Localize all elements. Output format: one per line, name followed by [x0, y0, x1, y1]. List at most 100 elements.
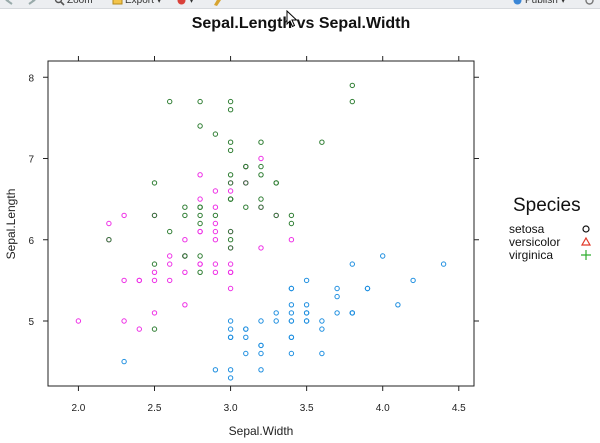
export-button[interactable]: Export ▾	[112, 0, 162, 7]
legend-label-versicolor: versicolor	[509, 235, 560, 249]
data-point-versicolor	[212, 188, 219, 194]
legend: Species setosa versicolor virginica	[509, 195, 592, 262]
data-point-setosa	[288, 302, 295, 308]
data-point-virginica	[243, 180, 249, 186]
data-point-virginica	[167, 228, 173, 235]
data-point-versicolor	[75, 318, 82, 324]
y-tick-label: 6	[28, 236, 34, 247]
data-point-setosa	[319, 326, 325, 332]
zoom-button[interactable]: Zoom	[54, 0, 93, 7]
data-point-virginica	[227, 139, 234, 145]
data-point-versicolor	[212, 269, 219, 275]
data-point-virginica	[258, 163, 264, 170]
data-point-virginica	[197, 123, 203, 129]
data-point-setosa	[349, 310, 355, 316]
data-point-versicolor	[106, 220, 112, 227]
data-point-setosa	[227, 367, 234, 373]
data-point-setosa	[319, 318, 325, 324]
data-point-versicolor	[197, 172, 203, 178]
y-tick-label: 7	[28, 155, 34, 166]
data-point-versicolor	[167, 261, 173, 267]
data-point-versicolor	[212, 237, 219, 243]
data-point-setosa	[364, 285, 371, 292]
remove-plot-icon[interactable]: ▾	[176, 0, 194, 7]
data-point-versicolor	[182, 302, 188, 308]
data-point-setosa	[288, 318, 295, 324]
data-point-virginica	[227, 245, 234, 251]
data-point-versicolor	[212, 228, 219, 235]
data-point-versicolor	[258, 155, 264, 162]
data-point-virginica	[197, 269, 203, 275]
data-point-versicolor	[136, 277, 143, 284]
data-point-setosa	[380, 253, 386, 259]
data-point-setosa	[334, 293, 340, 300]
data-point-virginica	[151, 261, 158, 267]
data-point-virginica	[227, 147, 234, 154]
publish-label: Publish	[525, 0, 558, 7]
x-axis: 2.0 2.5 3.0 3.5 4.0 4.5	[71, 56, 466, 414]
data-point-versicolor	[182, 269, 188, 275]
legend-circle-icon	[582, 225, 590, 233]
legend-plus-icon	[581, 250, 591, 260]
data-point-versicolor	[212, 220, 219, 227]
y-tick-label: 5	[28, 317, 34, 328]
data-point-versicolor	[288, 237, 295, 243]
publish-button[interactable]: Publish ▾	[512, 0, 566, 7]
x-tick-label: 3.0	[224, 403, 238, 414]
data-point-virginica	[151, 180, 158, 186]
data-point-virginica	[197, 253, 203, 259]
data-point-setosa	[243, 350, 249, 357]
data-point-versicolor	[227, 188, 234, 194]
export-icon	[112, 0, 123, 5]
data-point-setosa	[303, 310, 310, 316]
legend-label-setosa: setosa	[509, 222, 545, 236]
data-point-setosa	[258, 318, 264, 324]
data-point-versicolor	[151, 277, 158, 284]
data-point-virginica	[319, 139, 325, 145]
data-point-virginica	[258, 172, 264, 178]
data-point-setosa	[288, 350, 295, 357]
back-arrow-icon[interactable]	[4, 0, 17, 7]
forward-arrow-icon[interactable]	[26, 0, 39, 7]
x-tick-label: 3.5	[300, 403, 314, 414]
chevron-down-icon: ▾	[189, 0, 195, 7]
data-point-virginica	[243, 163, 249, 170]
data-point-virginica	[182, 204, 188, 210]
data-point-setosa	[227, 326, 234, 332]
y-axis: 5 6 7 8	[28, 73, 479, 328]
data-point-virginica	[227, 172, 234, 178]
x-tick-label: 2.5	[148, 403, 162, 414]
data-point-virginica	[273, 180, 279, 186]
data-point-virginica	[227, 107, 234, 113]
data-point-versicolor	[151, 310, 158, 316]
data-point-versicolor	[197, 228, 203, 235]
data-point-virginica	[227, 98, 234, 105]
data-point-setosa	[227, 334, 234, 340]
data-point-setosa	[303, 277, 310, 284]
data-point-setosa	[243, 334, 249, 340]
y-axis-label: Sepal.Length	[4, 189, 18, 260]
data-point-setosa	[258, 342, 264, 349]
chevron-down-icon: ▾	[557, 0, 566, 7]
legend-label-virginica: virginica	[509, 248, 553, 262]
plot-panel	[47, 60, 475, 387]
data-point-setosa	[258, 350, 264, 357]
broom-icon[interactable]	[212, 0, 225, 7]
data-point-setosa	[303, 318, 310, 324]
mouse-cursor-icon	[286, 10, 298, 28]
data-point-virginica	[197, 98, 203, 105]
refresh-icon[interactable]	[584, 0, 597, 7]
data-point-versicolor	[212, 204, 219, 210]
data-points	[75, 82, 447, 381]
data-point-virginica	[182, 212, 188, 219]
data-point-versicolor	[212, 261, 219, 267]
data-point-setosa	[349, 261, 355, 267]
data-point-versicolor	[227, 285, 234, 292]
data-point-setosa	[303, 302, 310, 308]
data-point-virginica	[258, 204, 264, 210]
legend-triangle-icon	[580, 236, 592, 246]
data-point-setosa	[395, 302, 401, 308]
data-point-setosa	[258, 367, 264, 373]
data-point-setosa	[227, 375, 234, 381]
